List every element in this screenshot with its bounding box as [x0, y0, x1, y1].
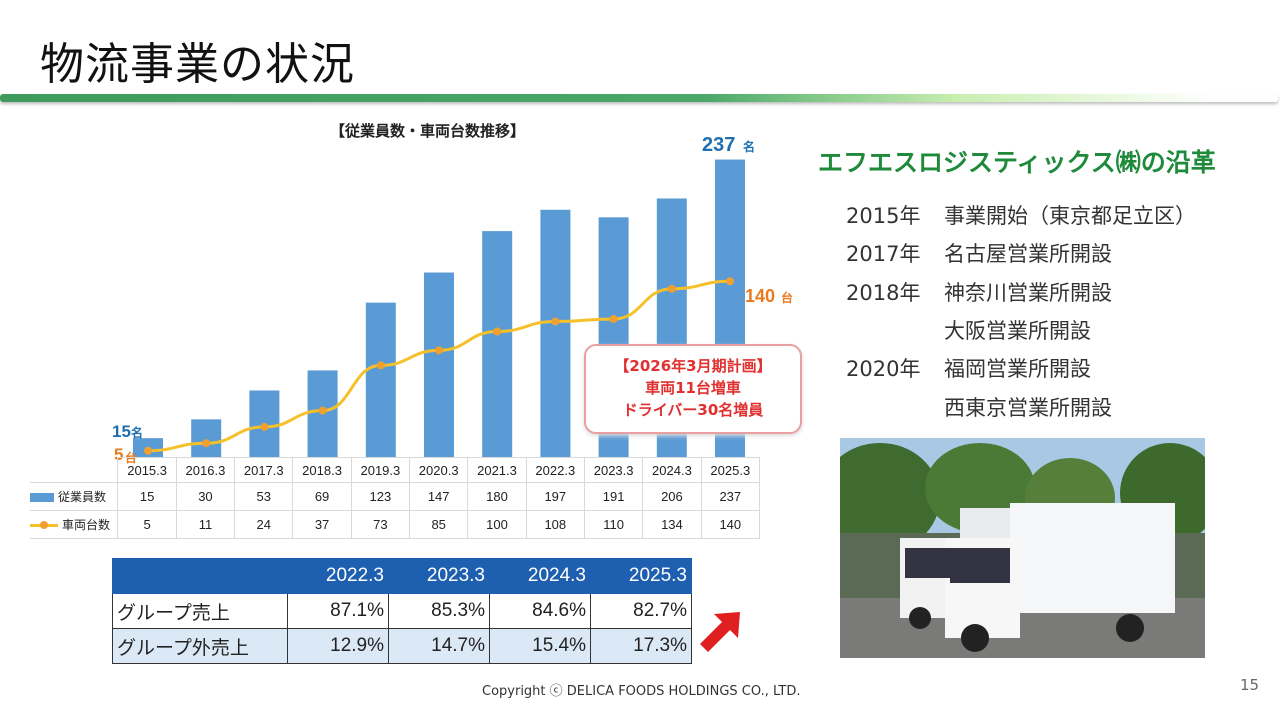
- vehicle-point: [726, 277, 734, 286]
- vehicle-point: [609, 314, 618, 323]
- up-arrow-icon: [700, 612, 740, 652]
- value-cell: 180: [467, 482, 527, 511]
- line-legend-swatch: [30, 521, 58, 530]
- value-cell: 37: [292, 510, 352, 539]
- value-cell: 30: [175, 482, 236, 511]
- year-cell: 2020.3: [409, 457, 469, 483]
- employee-bar: [424, 272, 454, 457]
- plan-vehicles: 車両11台増車: [645, 379, 741, 397]
- value-cell: 85: [409, 510, 469, 539]
- sales-share-table: 2022.3 2023.3 2024.3 2025.3 グループ売上 87.1%…: [112, 558, 692, 664]
- plan-title: 【2026年3月期計画】: [614, 357, 772, 375]
- legend-vehicles: 車両台数: [62, 518, 111, 532]
- bar-legend-swatch: [30, 493, 54, 503]
- history-item: 2015年 事業開始（東京都足立区）: [846, 200, 1196, 230]
- vehicles-row: 車両台数 5 11 24 37 73 85 100 108 110 134 140: [30, 510, 761, 539]
- vehicle-first-label: 5: [114, 445, 123, 464]
- chart-title: 【従業員数・車両台数推移】: [330, 122, 526, 140]
- history-event: 福岡営業所開設: [944, 357, 1091, 381]
- history-year: 2017年: [846, 242, 921, 266]
- share-row-external: グループ外売上 12.9% 14.7% 15.4% 17.3%: [112, 628, 692, 664]
- year-cell: 2022.3: [525, 457, 585, 483]
- year-cell: 2025.3: [700, 457, 761, 483]
- employee-unit-label: 名: [743, 139, 755, 154]
- employee-bar: [365, 302, 396, 457]
- employee-bar: [540, 209, 571, 457]
- employee-first-label: 15: [112, 422, 131, 441]
- value-cell: 15: [117, 482, 177, 511]
- legend-employees: 従業員数: [58, 490, 107, 504]
- history-year: 2018年: [846, 281, 921, 305]
- vehicle-point: [260, 422, 269, 431]
- copyright: Copyright ⓒ DELICA FOODS HOLDINGS CO., L…: [482, 684, 801, 699]
- year-cell: 2023.3: [583, 457, 644, 483]
- value-cell: 69: [292, 482, 352, 511]
- value-cell: 53: [234, 482, 294, 511]
- history-event: 西東京営業所開設: [944, 396, 1112, 420]
- history-event: 神奈川営業所開設: [944, 281, 1112, 305]
- value-cell: 206: [642, 482, 702, 511]
- value-cell: 134: [642, 510, 702, 539]
- value-cell: 197: [525, 482, 585, 511]
- employee-unit-label: 名: [131, 425, 143, 440]
- value-cell: 110: [583, 510, 644, 539]
- vehicle-point: [551, 317, 560, 326]
- plan-callout: 【2026年3月期計画】 車両11台増車 ドライバー30名増員: [584, 344, 802, 434]
- vehicle-point: [202, 439, 211, 448]
- vehicle-point: [493, 327, 502, 336]
- vehicle-point: [376, 361, 385, 370]
- value-cell: 108: [525, 510, 585, 539]
- year-cell: 2019.3: [350, 457, 411, 483]
- history-item: 大阪営業所開設: [846, 315, 1091, 345]
- vehicle-point: [667, 284, 676, 293]
- share-row-group: グループ売上 87.1% 85.3% 84.6% 82.7%: [112, 593, 692, 629]
- page-number: 15: [1240, 676, 1260, 694]
- history-year: 2015年: [846, 204, 921, 228]
- value-cell: 11: [175, 510, 236, 539]
- value-cell: 5: [117, 510, 177, 539]
- year-row: 2015.3 2016.3 2017.3 2018.3 2019.3 2020.3 2021…: [30, 457, 761, 483]
- value-cell: 147: [409, 482, 469, 511]
- value-cell: 100: [467, 510, 527, 539]
- history-event: 名古屋営業所開設: [944, 242, 1112, 266]
- value-cell: 123: [350, 482, 411, 511]
- history-title: エフエスロジスティックス㈱の沿革: [818, 148, 1216, 177]
- history-item: 2018年 神奈川営業所開設: [846, 277, 1112, 307]
- employee-bar: [191, 419, 222, 457]
- value-cell: 191: [583, 482, 644, 511]
- vehicle-last-label: 140: [745, 286, 775, 306]
- value-cell: 237: [700, 482, 761, 511]
- year-cell: 2018.3: [292, 457, 352, 483]
- vehicle-point: [144, 446, 152, 455]
- history-event: 事業開始（東京都足立区）: [944, 204, 1196, 228]
- value-cell: 73: [350, 510, 411, 539]
- history-item: 2017年 名古屋営業所開設: [846, 238, 1112, 268]
- history-event: 大阪営業所開設: [944, 319, 1091, 343]
- share-header-row: 2022.3 2023.3 2024.3 2025.3: [112, 558, 692, 594]
- value-cell: 24: [234, 510, 294, 539]
- employees-row: 従業員数 15 30 53 69 123 147 180 197 191 206 237: [30, 482, 761, 511]
- year-cell: 2016.3: [175, 457, 236, 483]
- vehicle-point: [318, 406, 327, 415]
- history-item: 西東京営業所開設: [846, 392, 1112, 422]
- delivery-trucks-photo: [840, 438, 1205, 658]
- value-cell: 140: [700, 510, 761, 539]
- year-cell: 2017.3: [234, 457, 294, 483]
- year-cell: 2021.3: [467, 457, 527, 483]
- vehicle-point: [435, 346, 443, 355]
- employee-bar: [482, 231, 513, 457]
- history-year: 2020年: [846, 357, 921, 381]
- employee-last-label: 237: [702, 134, 735, 156]
- chart-data-table: 2015.3 2016.3 2017.3 2018.3 2019.3 2020.3 2021…: [30, 457, 761, 539]
- history-item: 2020年 福岡営業所開設: [846, 353, 1091, 383]
- year-cell: 2024.3: [642, 457, 702, 483]
- title-divider: [0, 94, 1278, 102]
- plan-drivers: ドライバー30名増員: [622, 401, 764, 419]
- year-cell: 2015.3: [117, 457, 177, 483]
- page-title: 物流事業の状況: [40, 39, 355, 90]
- vehicle-unit-label: 台: [781, 290, 793, 305]
